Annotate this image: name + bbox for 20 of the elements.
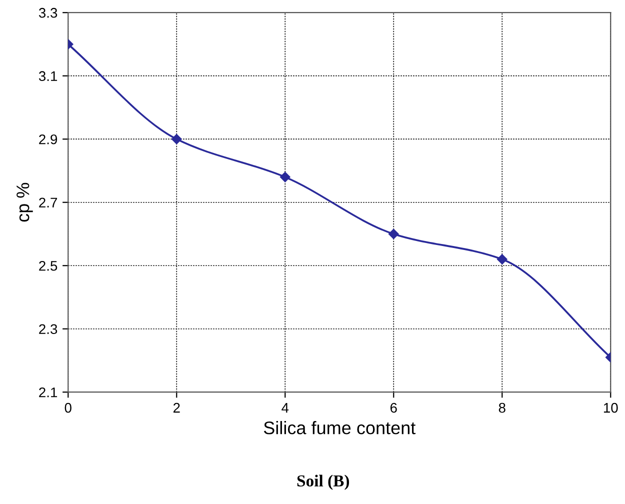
x-axis-title: Silica fume content: [264, 421, 416, 434]
y-tick-label: 2.1: [39, 387, 58, 398]
y-tick-label: 2.5: [39, 260, 58, 271]
x-tick-label: 0: [64, 402, 72, 413]
y-tick-label: 2.9: [39, 134, 58, 144]
point: [497, 254, 508, 264]
y-axis-title: cp %: [16, 182, 33, 222]
x-tick-label: 10: [604, 402, 618, 413]
point: [388, 228, 399, 240]
y-tick-label: 2.3: [39, 324, 58, 334]
y-tick-label: 3.1: [38, 71, 58, 82]
x-tick-label: 4: [282, 403, 289, 413]
x-tick-label: 8: [498, 402, 506, 413]
y-tick-label: 3.3: [38, 8, 58, 18]
x-tick-label: 6: [390, 402, 397, 413]
point: [280, 172, 290, 182]
x-tick-label: 2: [173, 402, 180, 413]
y-tick-label: 2.7: [39, 198, 58, 208]
text: Soil (B): [297, 474, 350, 490]
point: [172, 134, 182, 144]
